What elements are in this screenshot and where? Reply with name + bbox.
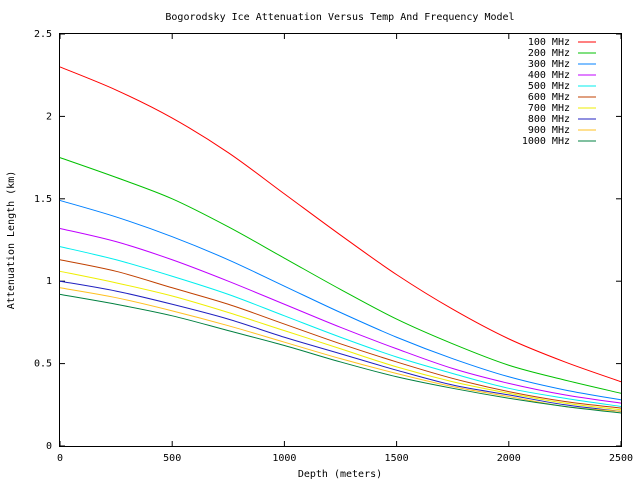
legend-label: 300 MHz — [528, 59, 570, 70]
series-line — [59, 259, 622, 409]
legend-label: 200 MHz — [528, 48, 570, 59]
series-line — [59, 199, 622, 401]
series-line — [59, 287, 622, 412]
y-tick-label: 1.5 — [34, 194, 52, 205]
y-axis-label: Attenuation Length (km) — [6, 171, 17, 309]
x-axis-label: Depth (meters) — [298, 469, 382, 480]
plot-frame — [59, 33, 622, 447]
chart-title: Bogorodsky Ice Attenuation Versus Temp A… — [165, 12, 514, 23]
series-line — [59, 280, 622, 412]
series-line — [59, 157, 622, 394]
x-tick-label: 1000 — [272, 453, 296, 464]
y-tick-label: 1 — [46, 276, 52, 287]
series-line — [59, 66, 622, 383]
x-tick-label: 2000 — [497, 453, 521, 464]
axis-ticks: 0 500 1000 1500 2000 2500 0 0.5 1 1.5 2 2.5 — [34, 29, 633, 464]
series-line — [59, 293, 622, 414]
x-tick-label: 1500 — [385, 453, 409, 464]
y-tick-label: 2 — [46, 111, 52, 122]
legend-label: 100 MHz — [528, 37, 570, 48]
y-tick-label: 0.5 — [34, 359, 52, 370]
legend-label: 700 MHz — [528, 103, 570, 114]
y-tick-label: 0 — [46, 441, 52, 452]
x-tick-label: 0 — [57, 453, 63, 464]
legend-label: 500 MHz — [528, 81, 570, 92]
x-tick-label: 2500 — [609, 453, 633, 464]
legend-label: 800 MHz — [528, 114, 570, 125]
legend-label: 900 MHz — [528, 125, 570, 136]
legend-label: 600 MHz — [528, 92, 570, 103]
legend-label: 400 MHz — [528, 70, 570, 81]
y-tick-label: 2.5 — [34, 29, 52, 40]
legend-label: 1000 MHz — [522, 136, 570, 147]
series-line — [59, 270, 622, 411]
series-line — [59, 227, 622, 404]
x-tick-label: 500 — [163, 453, 181, 464]
series-lines — [59, 66, 622, 414]
series-line — [59, 246, 622, 407]
